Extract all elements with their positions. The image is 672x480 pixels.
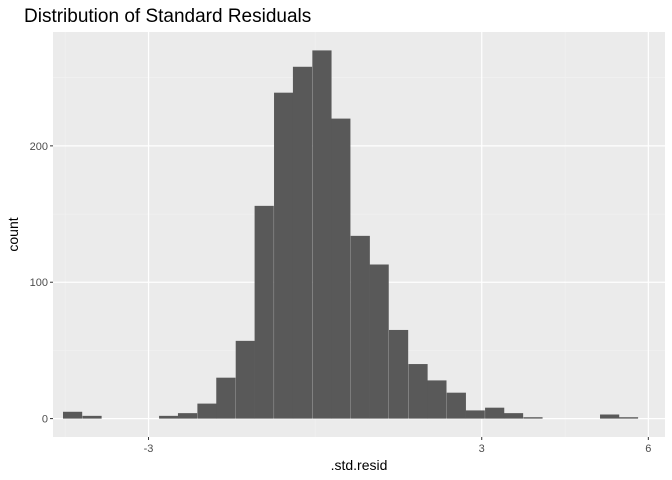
histogram-bar xyxy=(388,329,409,419)
y-axis-title: count xyxy=(5,217,21,251)
histogram-bar xyxy=(618,417,639,419)
y-tick-label: 0 xyxy=(42,414,48,426)
x-axis: -3 3 6 xyxy=(144,437,651,455)
x-axis-title: .std.resid xyxy=(331,457,388,473)
histogram-bar xyxy=(600,414,620,419)
histogram-bar xyxy=(408,364,428,419)
histogram-bar xyxy=(292,66,313,419)
histogram-bar xyxy=(197,403,217,419)
histogram-bar xyxy=(216,377,236,419)
histogram-bar xyxy=(350,235,370,419)
histogram-bar xyxy=(82,415,102,419)
y-tick-label: 200 xyxy=(30,141,48,153)
histogram-bars xyxy=(62,50,639,419)
chart-title: Distribution of Standard Residuals xyxy=(24,6,311,27)
histogram-bar xyxy=(523,417,543,419)
histogram-bar xyxy=(446,392,466,419)
histogram-bar xyxy=(254,205,274,419)
y-axis: 0 100 200 xyxy=(30,141,53,426)
histogram-bar xyxy=(331,118,351,419)
histogram-bar xyxy=(235,340,255,419)
histogram-bar xyxy=(369,264,389,419)
x-tick-label: -3 xyxy=(144,443,154,455)
histogram-bar xyxy=(159,415,179,419)
histogram-bar xyxy=(465,410,485,419)
y-tick-label: 100 xyxy=(30,277,48,289)
x-tick-label: 3 xyxy=(479,443,485,455)
histogram-bar xyxy=(312,50,332,419)
histogram-bar xyxy=(503,413,524,419)
histogram-bar xyxy=(177,413,198,419)
histogram-bar xyxy=(274,92,294,419)
histogram-bar xyxy=(62,411,83,419)
histogram-bar xyxy=(485,407,505,419)
x-tick-label: 6 xyxy=(645,443,651,455)
histogram-bar xyxy=(427,380,447,419)
